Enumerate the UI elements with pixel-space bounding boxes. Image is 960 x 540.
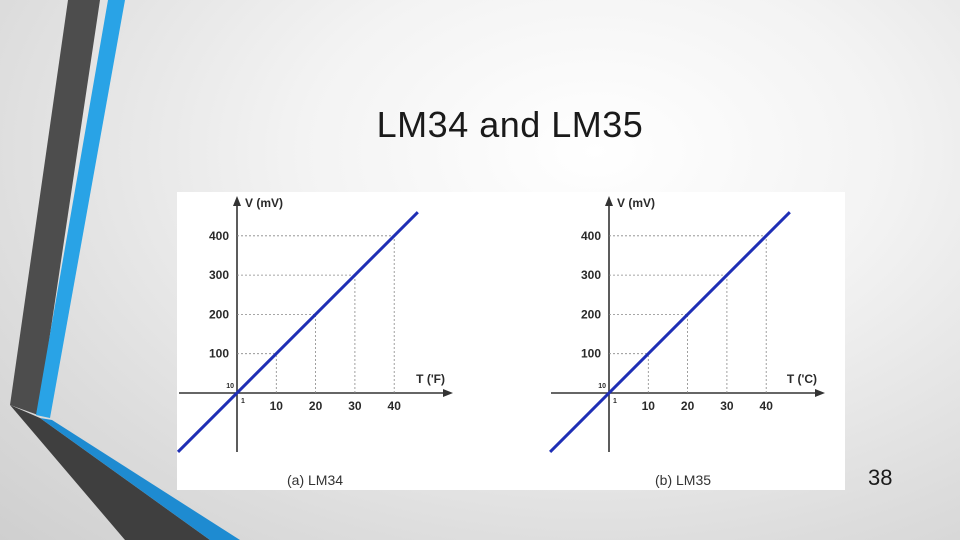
origin-x-label: 1 — [613, 398, 617, 405]
series-line — [177, 211, 419, 453]
chart-figure: 10 20 30 40 100 200 300 400 10 1 T ('F) V (mV) (a) L… — [177, 192, 845, 490]
stripe-blue-lower — [40, 418, 240, 540]
y-tick-label: 100 — [209, 347, 229, 361]
charts-svg: 10 20 30 40 100 200 300 400 10 1 T ('F) V (mV) (a) L… — [177, 196, 825, 488]
y-tick-label: 400 — [581, 229, 601, 243]
y-tick-label: 200 — [581, 307, 601, 321]
y-tick-label: 400 — [209, 229, 229, 243]
y-axis-label: V (mV) — [617, 196, 655, 210]
x-axis-label: T ('F) — [416, 372, 445, 386]
slide-title: LM34 and LM35 — [376, 104, 644, 145]
x-tick-label: 10 — [270, 399, 284, 413]
x-tick-label: 10 — [642, 399, 656, 413]
x-tick-label: 20 — [681, 399, 695, 413]
y-tick-label: 300 — [581, 268, 601, 282]
stripe-blue — [36, 0, 125, 418]
series-line — [549, 211, 791, 453]
x-tick-label: 30 — [720, 399, 734, 413]
stripe-dark-lower — [10, 405, 210, 540]
chart-panel-2: 10 20 30 40 100 200 300 400 10 1 T ('C) V (mV) (b) L… — [549, 196, 825, 488]
x-tick-label: 40 — [388, 399, 402, 413]
x-tick-label: 30 — [348, 399, 362, 413]
x-axis-arrow — [443, 389, 453, 397]
y-tick-label: 300 — [209, 268, 229, 282]
y-tick-label: 100 — [581, 347, 601, 361]
origin-x-label: 1 — [241, 398, 245, 405]
stripe-dark — [10, 0, 100, 415]
chart-caption: (b) LM35 — [655, 472, 711, 488]
y-axis-label: V (mV) — [245, 196, 283, 210]
y-tick-label: 200 — [209, 307, 229, 321]
x-axis-label: T ('C) — [787, 372, 817, 386]
chart-caption: (a) LM34 — [287, 472, 343, 488]
x-tick-label: 40 — [760, 399, 774, 413]
y-axis-arrow — [233, 196, 241, 206]
origin-y-label: 10 — [598, 383, 606, 390]
slide-number: 38 — [868, 465, 893, 490]
origin-y-label: 10 — [226, 383, 234, 390]
x-tick-label: 20 — [309, 399, 323, 413]
y-axis-arrow — [605, 196, 613, 206]
x-axis-arrow — [815, 389, 825, 397]
chart-panel-1: 10 20 30 40 100 200 300 400 10 1 T ('F) V (mV) (a) L… — [177, 196, 453, 488]
